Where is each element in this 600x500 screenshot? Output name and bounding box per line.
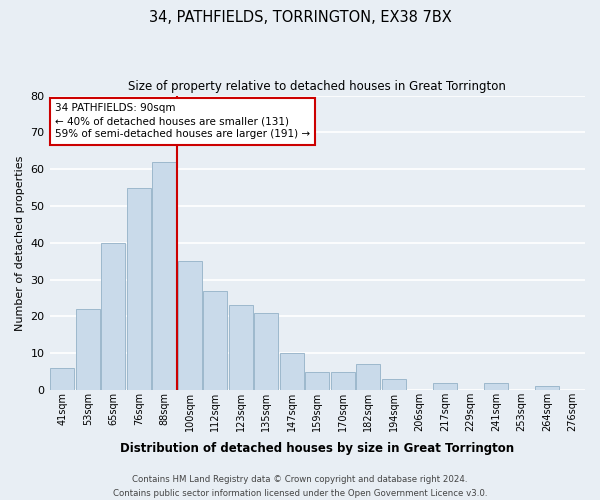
Bar: [127, 188, 151, 390]
Bar: [331, 372, 355, 390]
Y-axis label: Number of detached properties: Number of detached properties: [15, 155, 25, 330]
Bar: [382, 379, 406, 390]
Bar: [101, 243, 125, 390]
Bar: [203, 290, 227, 390]
Text: Contains HM Land Registry data © Crown copyright and database right 2024.
Contai: Contains HM Land Registry data © Crown c…: [113, 476, 487, 498]
Bar: [178, 262, 202, 390]
Bar: [229, 306, 253, 390]
Text: 34 PATHFIELDS: 90sqm
← 40% of detached houses are smaller (131)
59% of semi-deta: 34 PATHFIELDS: 90sqm ← 40% of detached h…: [55, 103, 310, 140]
Bar: [305, 372, 329, 390]
Bar: [76, 309, 100, 390]
Title: Size of property relative to detached houses in Great Torrington: Size of property relative to detached ho…: [128, 80, 506, 93]
Bar: [433, 383, 457, 390]
Text: 34, PATHFIELDS, TORRINGTON, EX38 7BX: 34, PATHFIELDS, TORRINGTON, EX38 7BX: [149, 10, 451, 25]
Bar: [535, 386, 559, 390]
Bar: [50, 368, 74, 390]
Bar: [356, 364, 380, 390]
Bar: [484, 383, 508, 390]
X-axis label: Distribution of detached houses by size in Great Torrington: Distribution of detached houses by size …: [120, 442, 514, 455]
Bar: [280, 354, 304, 390]
Bar: [254, 313, 278, 390]
Bar: [152, 162, 176, 390]
